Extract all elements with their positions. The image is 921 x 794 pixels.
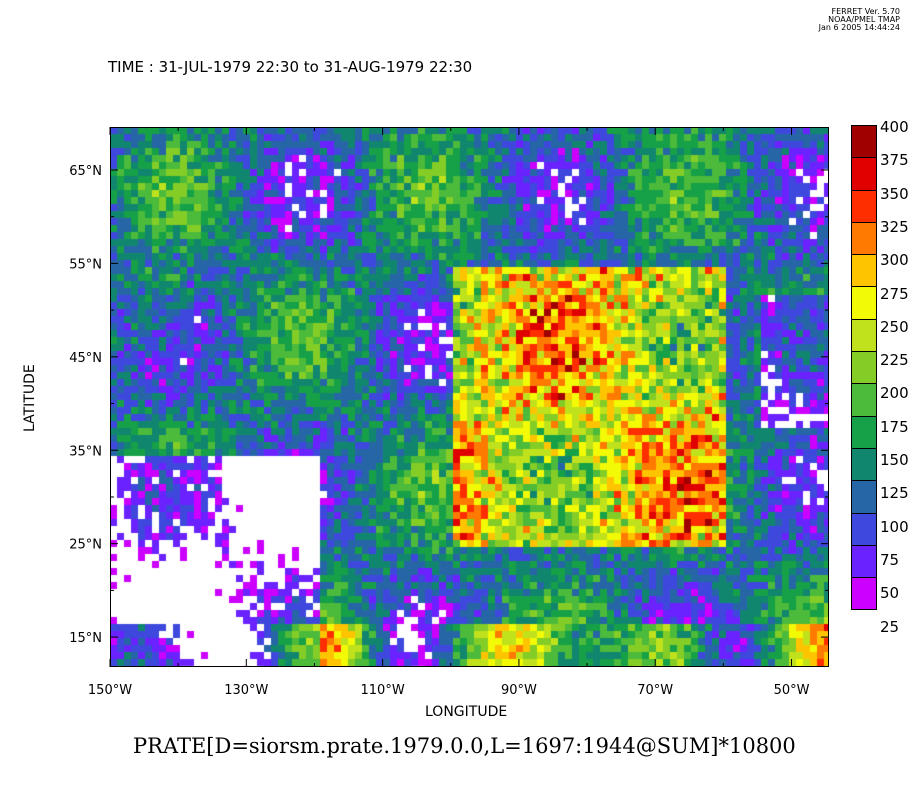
colorbar-swatch — [851, 544, 877, 579]
colorbar-level-label: 100 — [880, 517, 909, 536]
colorbar-swatch — [851, 254, 877, 288]
colorbar-swatch — [851, 480, 877, 514]
plot-timestamp: Jan 6 2005 14:44:24 — [818, 23, 900, 32]
colorbar-level-label: 300 — [880, 251, 909, 270]
colorbar-level-label: 250 — [880, 317, 909, 336]
lon-tick-label: 130°W — [224, 683, 268, 698]
precipitation-field — [110, 127, 829, 667]
colorbar-swatch — [851, 189, 877, 223]
colorbar-level-label: 25 — [880, 617, 900, 636]
lon-tick-label: 50°W — [774, 683, 810, 698]
colorbar-level-label: 175 — [880, 417, 909, 436]
lat-tick-label: 15°N — [69, 631, 102, 646]
lon-tick-label: 90°W — [501, 683, 537, 698]
program-version: FERRET Ver. 5.70 — [831, 7, 900, 16]
colorbar-swatch — [851, 447, 877, 482]
colorbar-swatch — [851, 512, 877, 546]
colorbar-level-label: 400 — [880, 118, 909, 136]
lat-tick-label: 55°N — [69, 257, 102, 272]
colorbar-level-label: 225 — [880, 351, 909, 370]
lon-tick-label: 70°W — [637, 683, 673, 698]
lat-tick-label: 65°N — [69, 164, 102, 179]
colorbar-level-label: 275 — [880, 284, 909, 303]
y-axis-label: LATITUDE — [22, 364, 38, 432]
colorbar-swatch — [851, 125, 877, 159]
colorbar-swatch — [851, 157, 877, 191]
map-frame — [110, 127, 829, 667]
colorbar-swatch — [851, 351, 877, 385]
colorbar-swatch — [851, 286, 877, 320]
colorbar-swatch — [851, 318, 877, 353]
variable-expression: PRATE[D=siorsm.prate.1979.0.0,L=1697:194… — [133, 734, 796, 758]
colorbar-level-label: 150 — [880, 451, 909, 469]
lat-tick-label: 35°N — [69, 444, 102, 459]
colorbar-level-label: 75 — [880, 550, 900, 569]
colorbar-swatch — [851, 383, 877, 417]
ferret-version-info: FERRET Ver. 5.70 NOAA/PMEL TMAP Jan 6 20… — [760, 8, 900, 32]
colorbar-level-label: 325 — [880, 217, 909, 236]
colorbar-swatch — [851, 221, 877, 256]
colorbar-level-label: 200 — [880, 384, 909, 403]
colorbar-level-label: 50 — [880, 584, 900, 603]
colorbar — [851, 125, 877, 611]
lat-tick-label: 45°N — [69, 351, 102, 366]
lon-tick-label: 110°W — [361, 683, 405, 698]
colorbar-level-label: 125 — [880, 484, 909, 503]
x-axis-label: LONGITUDE — [425, 704, 508, 720]
colorbar-level-label: 350 — [880, 184, 909, 203]
colorbar-swatch — [851, 577, 877, 611]
organization: NOAA/PMEL TMAP — [828, 15, 900, 24]
colorbar-swatch — [851, 415, 877, 449]
colorbar-level-label: 375 — [880, 151, 909, 170]
lon-tick-label: 150°W — [88, 683, 132, 698]
time-range-title: TIME : 31-JUL-1979 22:30 to 31-AUG-1979 … — [108, 58, 473, 76]
lat-tick-label: 25°N — [69, 538, 102, 553]
